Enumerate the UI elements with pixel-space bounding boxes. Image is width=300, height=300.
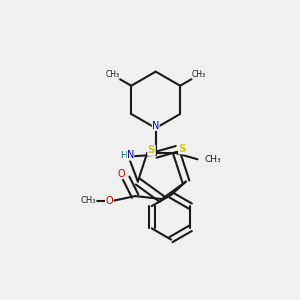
Text: N: N bbox=[152, 121, 159, 131]
Text: CH₃: CH₃ bbox=[192, 70, 206, 80]
Text: H: H bbox=[120, 151, 126, 160]
Text: O: O bbox=[105, 196, 113, 206]
Text: N: N bbox=[127, 150, 134, 161]
Text: CH₃: CH₃ bbox=[105, 70, 119, 80]
Text: S: S bbox=[179, 144, 186, 154]
Text: CH₃: CH₃ bbox=[205, 155, 222, 164]
Text: CH₃: CH₃ bbox=[81, 196, 96, 205]
Text: S: S bbox=[148, 146, 155, 155]
Text: O: O bbox=[118, 169, 126, 179]
